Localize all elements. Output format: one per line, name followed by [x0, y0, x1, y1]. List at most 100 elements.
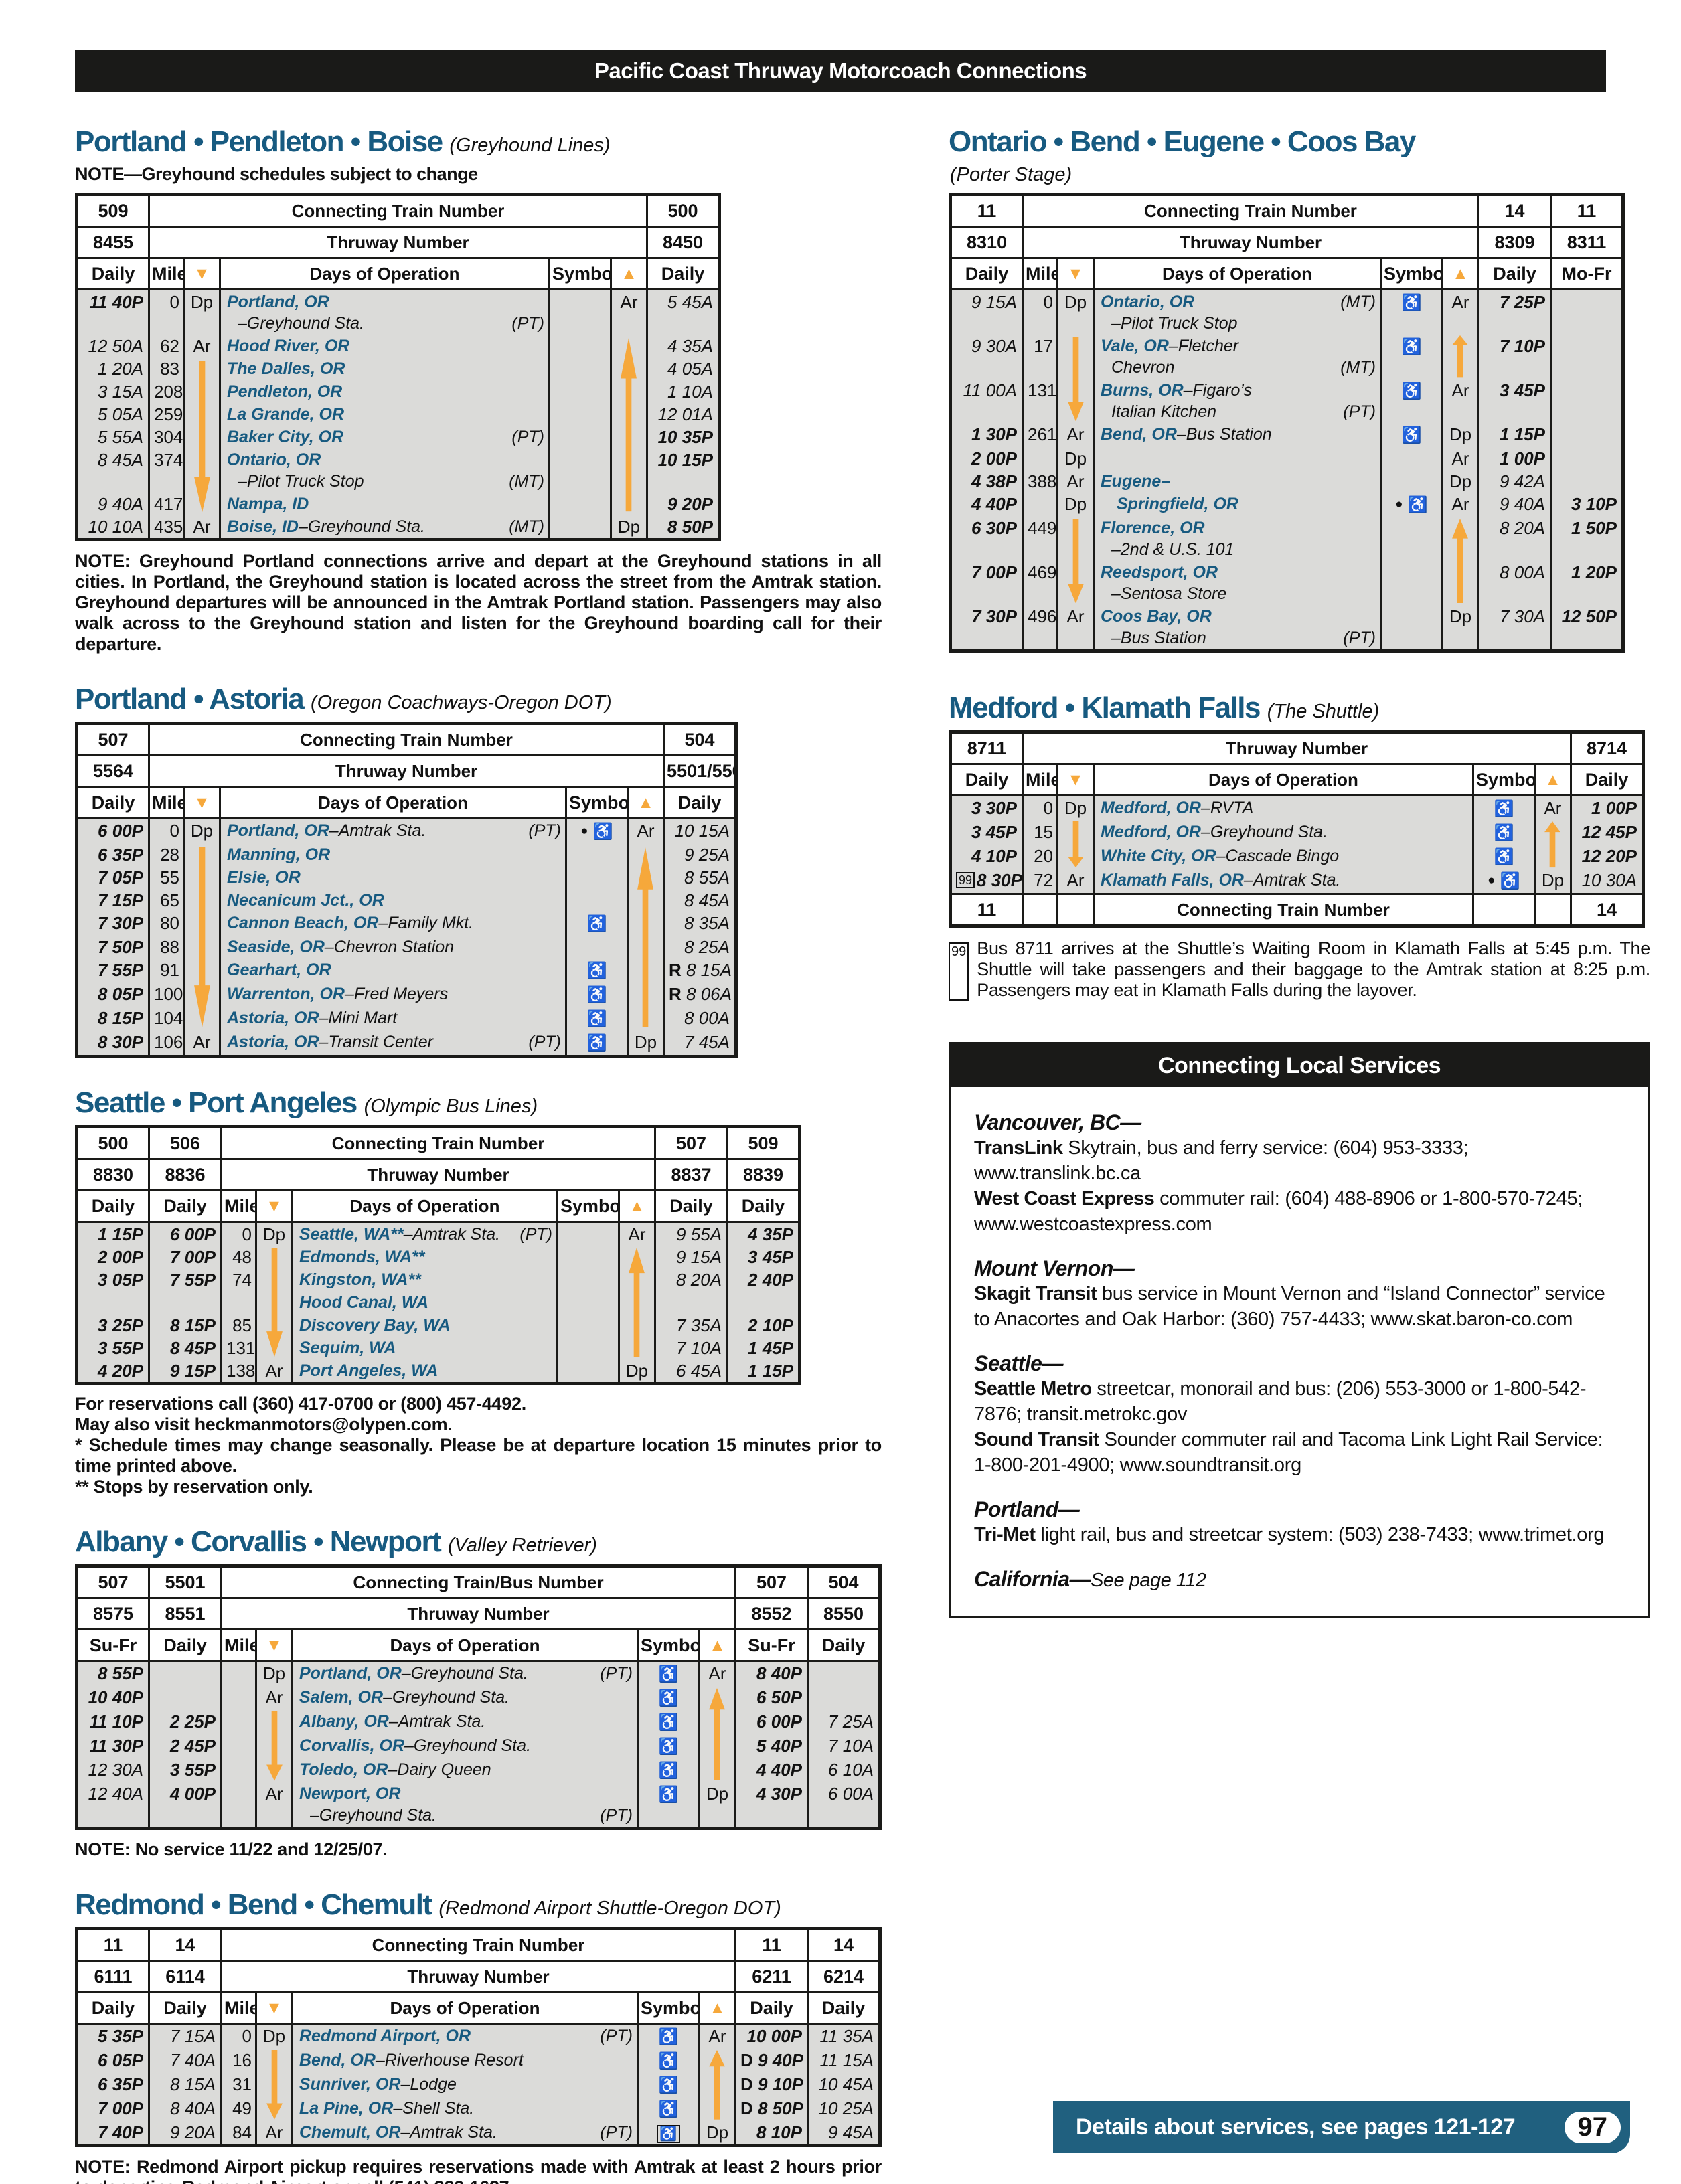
time-cell: 3 55P [76, 1337, 150, 1359]
schedule-change-note: NOTE—Greyhound schedules subject to chan… [75, 164, 478, 184]
symbol-header-cell: Symbol [564, 786, 629, 819]
wheelchair-icon: ♿ [1494, 824, 1514, 842]
time-cell: 8 00A [663, 1007, 737, 1031]
time-cell: 3 55P [148, 1758, 222, 1782]
time-cell: 7 40P [76, 2121, 150, 2146]
mile-cell: 449 [1022, 517, 1058, 561]
timetable: 11 Connecting Train Number 14 11 8310 Thruway… [949, 193, 1625, 653]
time-cell: 6 00P [148, 1222, 222, 1246]
local-service-entry: TransLink Skytrain, bus and ferry servic… [974, 1135, 1625, 1186]
symbol-cell: ♿ [1471, 845, 1536, 869]
station-cell: Discovery Bay, WA [291, 1314, 558, 1337]
time-cell: 12 50A [76, 335, 150, 357]
station-cell: Astoria, OR–Mini Mart [219, 1007, 567, 1031]
table-band-row: 507 Connecting Train Number 504 [76, 722, 737, 756]
up-arrow-icon [709, 1687, 726, 1781]
direction-cell: Dp [609, 515, 649, 540]
band-label-cell: Thruway Number [1022, 226, 1479, 259]
frequency-header-cell: Daily [148, 1628, 222, 1662]
symbol-cell [1379, 561, 1443, 605]
time-cell: 8 55P [76, 1661, 150, 1686]
station-cell: Nampa, ID [219, 493, 550, 515]
symbol-cell [548, 335, 612, 357]
symbol-cell [556, 1268, 620, 1291]
symbol-header-cell: Symbol [1379, 257, 1443, 290]
time-cell: 10 10A [76, 515, 150, 540]
time-cell: 5 55A [76, 426, 150, 448]
table-row: 9 40A 417 Nampa, ID 9 20P [76, 493, 720, 515]
footer-text: Details about services, see pages 121-12… [1076, 2114, 1516, 2140]
mile-cell [220, 1710, 257, 1734]
time-cell: 11 35A [807, 2023, 881, 2049]
page-number-badge: 97 [1564, 2111, 1621, 2143]
up-triangle-icon: ▲ [626, 786, 665, 819]
mile-cell: 62 [148, 335, 185, 357]
station-cell: Port Angeles, WA [291, 1359, 558, 1384]
timetable: 507 5501 Connecting Train/Bus Number 507 504… [75, 1564, 882, 1830]
symbol-cell [1379, 447, 1443, 470]
section-title: Portland • Pendleton • Boise [75, 125, 443, 158]
time-cell: 3 05P [76, 1268, 150, 1291]
local-service-city: Vancouver, BC— [974, 1110, 1141, 1135]
time-cell: 8 15P [148, 1314, 222, 1337]
band-label-cell: Thruway Number [220, 1597, 736, 1630]
symbol-cell: ♿ [1379, 379, 1443, 423]
band-label-cell: Thruway Number [1022, 731, 1572, 765]
timetable: 8711 Thruway Number 8714 Daily Mile ▼ Days of … [949, 730, 1645, 928]
frequency-header-cell: Daily [807, 1991, 881, 2025]
direction-cell: Dp [183, 818, 221, 843]
wheelchair-icon: ♿ [658, 2100, 679, 2118]
down-triangle-icon: ▼ [255, 1991, 293, 2025]
up-triangle-icon: ▲ [698, 1628, 737, 1662]
up-arrow-icon [1452, 518, 1469, 604]
time-cell: 5 40P [734, 1734, 809, 1758]
section-portland-pendleton-boise: Portland • Pendleton • Boise (Greyhound … [75, 125, 882, 655]
timetable-boise: 509 Connecting Train Number 500 8455 Thruway… [75, 193, 882, 541]
wheelchair-icon: ♿ [586, 1010, 607, 1028]
section-operator: (Olympic Bus Lines) [364, 1096, 538, 1117]
mile-cell: 74 [220, 1268, 257, 1291]
direction-cell: Ar [255, 1359, 293, 1384]
wheelchair-icon: ♿ [586, 986, 607, 1004]
time-cell: 9 15P [148, 1359, 222, 1384]
timetable-albany: 507 5501 Connecting Train/Bus Number 507 504… [75, 1564, 882, 1830]
table-row: 8 55P Dp Portland, OR–Greyhound Sta. (PT) ♿ A… [76, 1661, 881, 1686]
train-number-cell: 5564 [76, 754, 150, 788]
wheelchair-boxed-icon: ♿ [657, 2125, 680, 2143]
timetable-redmond: 11 14 Connecting Train Number 11 14 6111 6114 T… [75, 1927, 882, 2147]
symbol-header-cell: Symbol [548, 257, 612, 290]
mile-cell: 0 [1022, 289, 1058, 335]
table-row: 4 10P 20 White City, OR–Cascade Bingo ♿ 12 2… [949, 845, 1644, 869]
up-arrow-icon [621, 338, 637, 512]
frequency-header-cell: Daily [663, 786, 737, 819]
table-row: 5 05A 259 La Grande, OR 12 01A [76, 403, 720, 426]
symbol-cell [556, 1314, 620, 1337]
mile-cell [220, 1734, 257, 1758]
direction-cell: Ar [1056, 605, 1095, 651]
page-header-bar: Pacific Coast Thruway Motorcoach Connect… [75, 50, 1606, 92]
mile-cell: 16 [220, 2049, 257, 2073]
time-cell: 11 40P [76, 289, 150, 335]
frequency-header-cell: Su-Fr [76, 1628, 150, 1662]
mile-cell: 88 [148, 936, 185, 958]
train-number-cell: 6114 [148, 1960, 222, 1993]
wheelchair-icon: ♿ [658, 2076, 679, 2094]
time-cell: 5 45A [646, 289, 720, 335]
direction-cell: Ar [1441, 379, 1480, 423]
table-row: 4 20P 9 15P 138 Ar Port Angeles, WA Dp 6 45A 1 … [76, 1359, 801, 1384]
train-number-cell: 6211 [734, 1960, 809, 1993]
band-label-cell: Connecting Train Number [1022, 193, 1479, 228]
note-paragraph: NOTE: Greyhound Portland connections arr… [75, 551, 882, 654]
table-row: 7 55P 91 Gearhart, OR ♿ R 8 15A [76, 958, 737, 983]
band-label-cell: Connecting Train Number [1093, 893, 1474, 927]
days-of-operation-header-cell: Days of Operation [291, 1991, 639, 2025]
local-service-text: light rail, bus and streetcar system: (5… [1035, 1524, 1605, 1545]
time-cell: 8 15P [76, 1007, 150, 1031]
train-number-cell: 8455 [76, 226, 150, 259]
train-number-cell: 507 [76, 722, 150, 756]
table-band-row: 6111 6114 Thruway Number 6211 6214 [76, 1960, 881, 1993]
time-cell: 1 45P [726, 1337, 801, 1359]
